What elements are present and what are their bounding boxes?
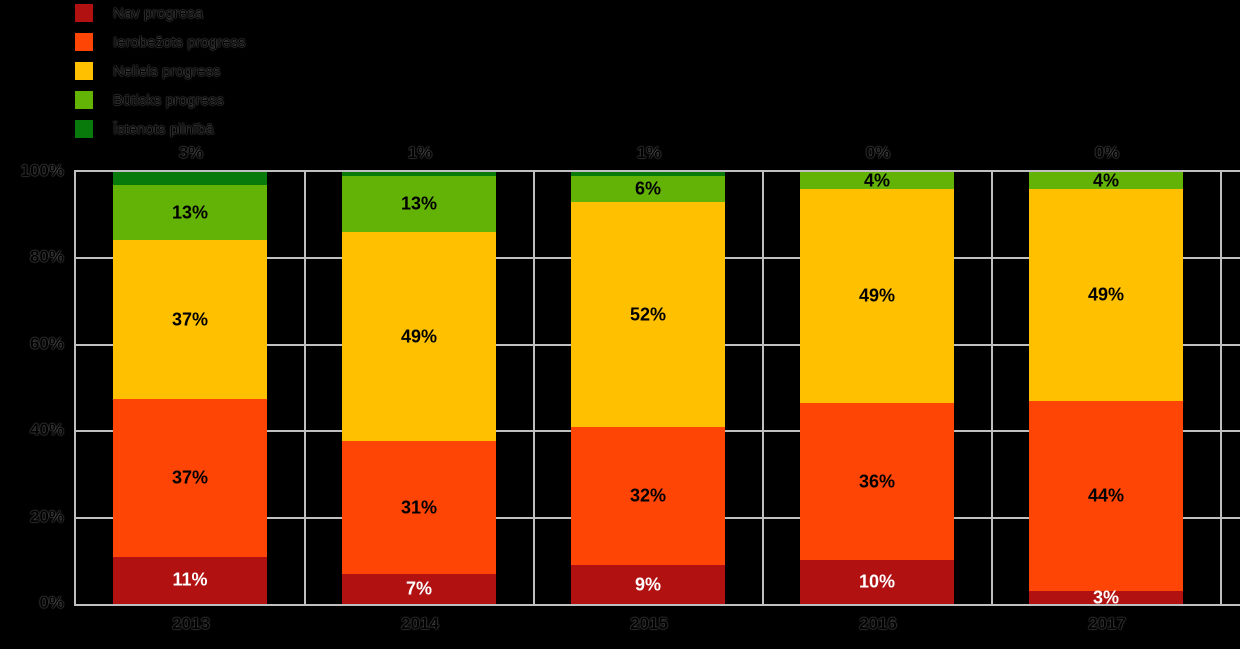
legend-swatch-icon — [75, 120, 93, 138]
x-axis-tick-label: 2017 — [1088, 614, 1126, 633]
legend-label: Īstenots pilnībā — [113, 120, 214, 138]
segment: 36% — [800, 403, 954, 561]
stacked-bar-2013: 11% 37% 37% 13% — [113, 172, 267, 604]
category-cell-2016: 10% 36% 49% 4% — [763, 170, 992, 604]
segment: 49% — [342, 231, 496, 442]
segment: 4% — [800, 170, 954, 191]
segment-value-label: 37% — [171, 467, 209, 488]
x-axis-tick-label: 2016 — [859, 614, 897, 633]
segment-value-label: 13% — [171, 202, 209, 223]
x-axis-tick-label: 2013 — [172, 614, 210, 633]
legend-label: Nav progresa — [113, 4, 204, 22]
segment-value-label: 44% — [1087, 485, 1125, 506]
segment-value-label: 9% — [634, 574, 662, 595]
legend-swatch-icon — [75, 91, 93, 109]
above-bar-value-label: 0% — [1094, 143, 1120, 162]
legend-item: Būtisks progress — [75, 90, 224, 110]
stacked-bar-2017: 3% 44% 49% 4% — [1029, 170, 1183, 607]
segment: 3% — [1029, 587, 1183, 607]
segment: 6% — [571, 176, 725, 203]
y-axis-tick-label: 40% — [29, 420, 64, 439]
legend-label: Ierobežots progress — [113, 33, 246, 51]
segment-value-label: 49% — [400, 326, 438, 347]
segment: 49% — [800, 189, 954, 404]
segment-value-label: 10% — [858, 571, 896, 592]
segment-value-label: 37% — [171, 309, 209, 330]
segment-value-label: 4% — [863, 170, 891, 191]
segment — [342, 172, 496, 177]
stacked-bar-2016: 10% 36% 49% 4% — [800, 170, 954, 604]
legend-label: Būtisks progress — [113, 91, 224, 109]
segment-value-label: 49% — [858, 285, 896, 306]
legend-swatch-icon — [75, 4, 93, 22]
v-gridline — [304, 172, 306, 604]
segment-value-label: 3% — [1092, 587, 1120, 608]
segment-value-label: 31% — [400, 497, 438, 518]
legend-item: Nav progresa — [75, 3, 203, 23]
v-gridline — [991, 172, 993, 604]
segment-value-label: 13% — [400, 193, 438, 214]
above-bar-value-label: 3% — [178, 143, 204, 162]
segment: 7% — [342, 574, 496, 604]
y-axis-tick-label: 0% — [39, 593, 64, 612]
segment: 13% — [342, 176, 496, 232]
segment: 37% — [113, 240, 267, 399]
segment: 10% — [800, 560, 954, 604]
y-axis-tick-label: 80% — [29, 247, 64, 266]
segment: 31% — [342, 441, 496, 575]
segment: 9% — [571, 565, 725, 604]
segment — [113, 172, 267, 185]
above-bar-value-label: 1% — [636, 143, 662, 162]
above-bar-value-label: 0% — [865, 143, 891, 162]
y-axis-tick-label: 60% — [29, 334, 64, 353]
legend-item: Ierobežots progress — [75, 32, 246, 52]
segment: 11% — [113, 556, 267, 604]
segment — [571, 172, 725, 177]
segment: 4% — [1029, 170, 1183, 191]
stacked-bar-2014: 7% 31% 49% 13% — [342, 172, 496, 604]
segment-value-label: 6% — [634, 178, 662, 199]
segment-value-label: 36% — [858, 471, 896, 492]
legend-swatch-icon — [75, 62, 93, 80]
segment-value-label: 32% — [629, 485, 667, 506]
segment: 13% — [113, 184, 267, 241]
legend-label: Neliels progress — [113, 62, 221, 80]
legend-swatch-icon — [75, 33, 93, 51]
v-gridline — [762, 172, 764, 604]
segment-value-label: 52% — [629, 304, 667, 325]
x-axis-tick-label: 2014 — [401, 614, 439, 633]
segment-value-label: 4% — [1092, 170, 1120, 191]
y-axis-tick-label: 20% — [29, 507, 64, 526]
category-cell-2015: 9% 32% 52% 6% — [534, 172, 763, 604]
category-cell-2017: 3% 44% 49% 4% — [992, 170, 1221, 607]
segment: 32% — [571, 426, 725, 566]
segment-value-label: 11% — [172, 569, 208, 590]
legend-item: Īstenots pilnībā — [75, 119, 214, 139]
segment: 37% — [113, 398, 267, 557]
segment-value-label: 7% — [405, 578, 433, 599]
stacked-bar-2015: 9% 32% 52% 6% — [571, 172, 725, 604]
x-axis-tick-label: 2015 — [630, 614, 668, 633]
segment: 49% — [1029, 189, 1183, 401]
v-gridline — [1220, 172, 1222, 604]
legend-item: Neliels progress — [75, 61, 221, 81]
plot-area: 11% 37% 37% 13% 7% 31% 49% 13% 9% 32% 52% 6% 10% 36% 4… — [74, 170, 1240, 607]
segment: 52% — [571, 202, 725, 427]
segment-value-label: 49% — [1087, 284, 1125, 305]
v-gridline — [533, 172, 535, 604]
y-axis-tick-label: 100% — [20, 161, 64, 180]
category-cell-2014: 7% 31% 49% 13% — [305, 172, 534, 604]
above-bar-value-label: 1% — [407, 143, 433, 162]
segment: 44% — [1029, 400, 1183, 592]
category-cell-2013: 11% 37% 37% 13% — [76, 172, 305, 604]
